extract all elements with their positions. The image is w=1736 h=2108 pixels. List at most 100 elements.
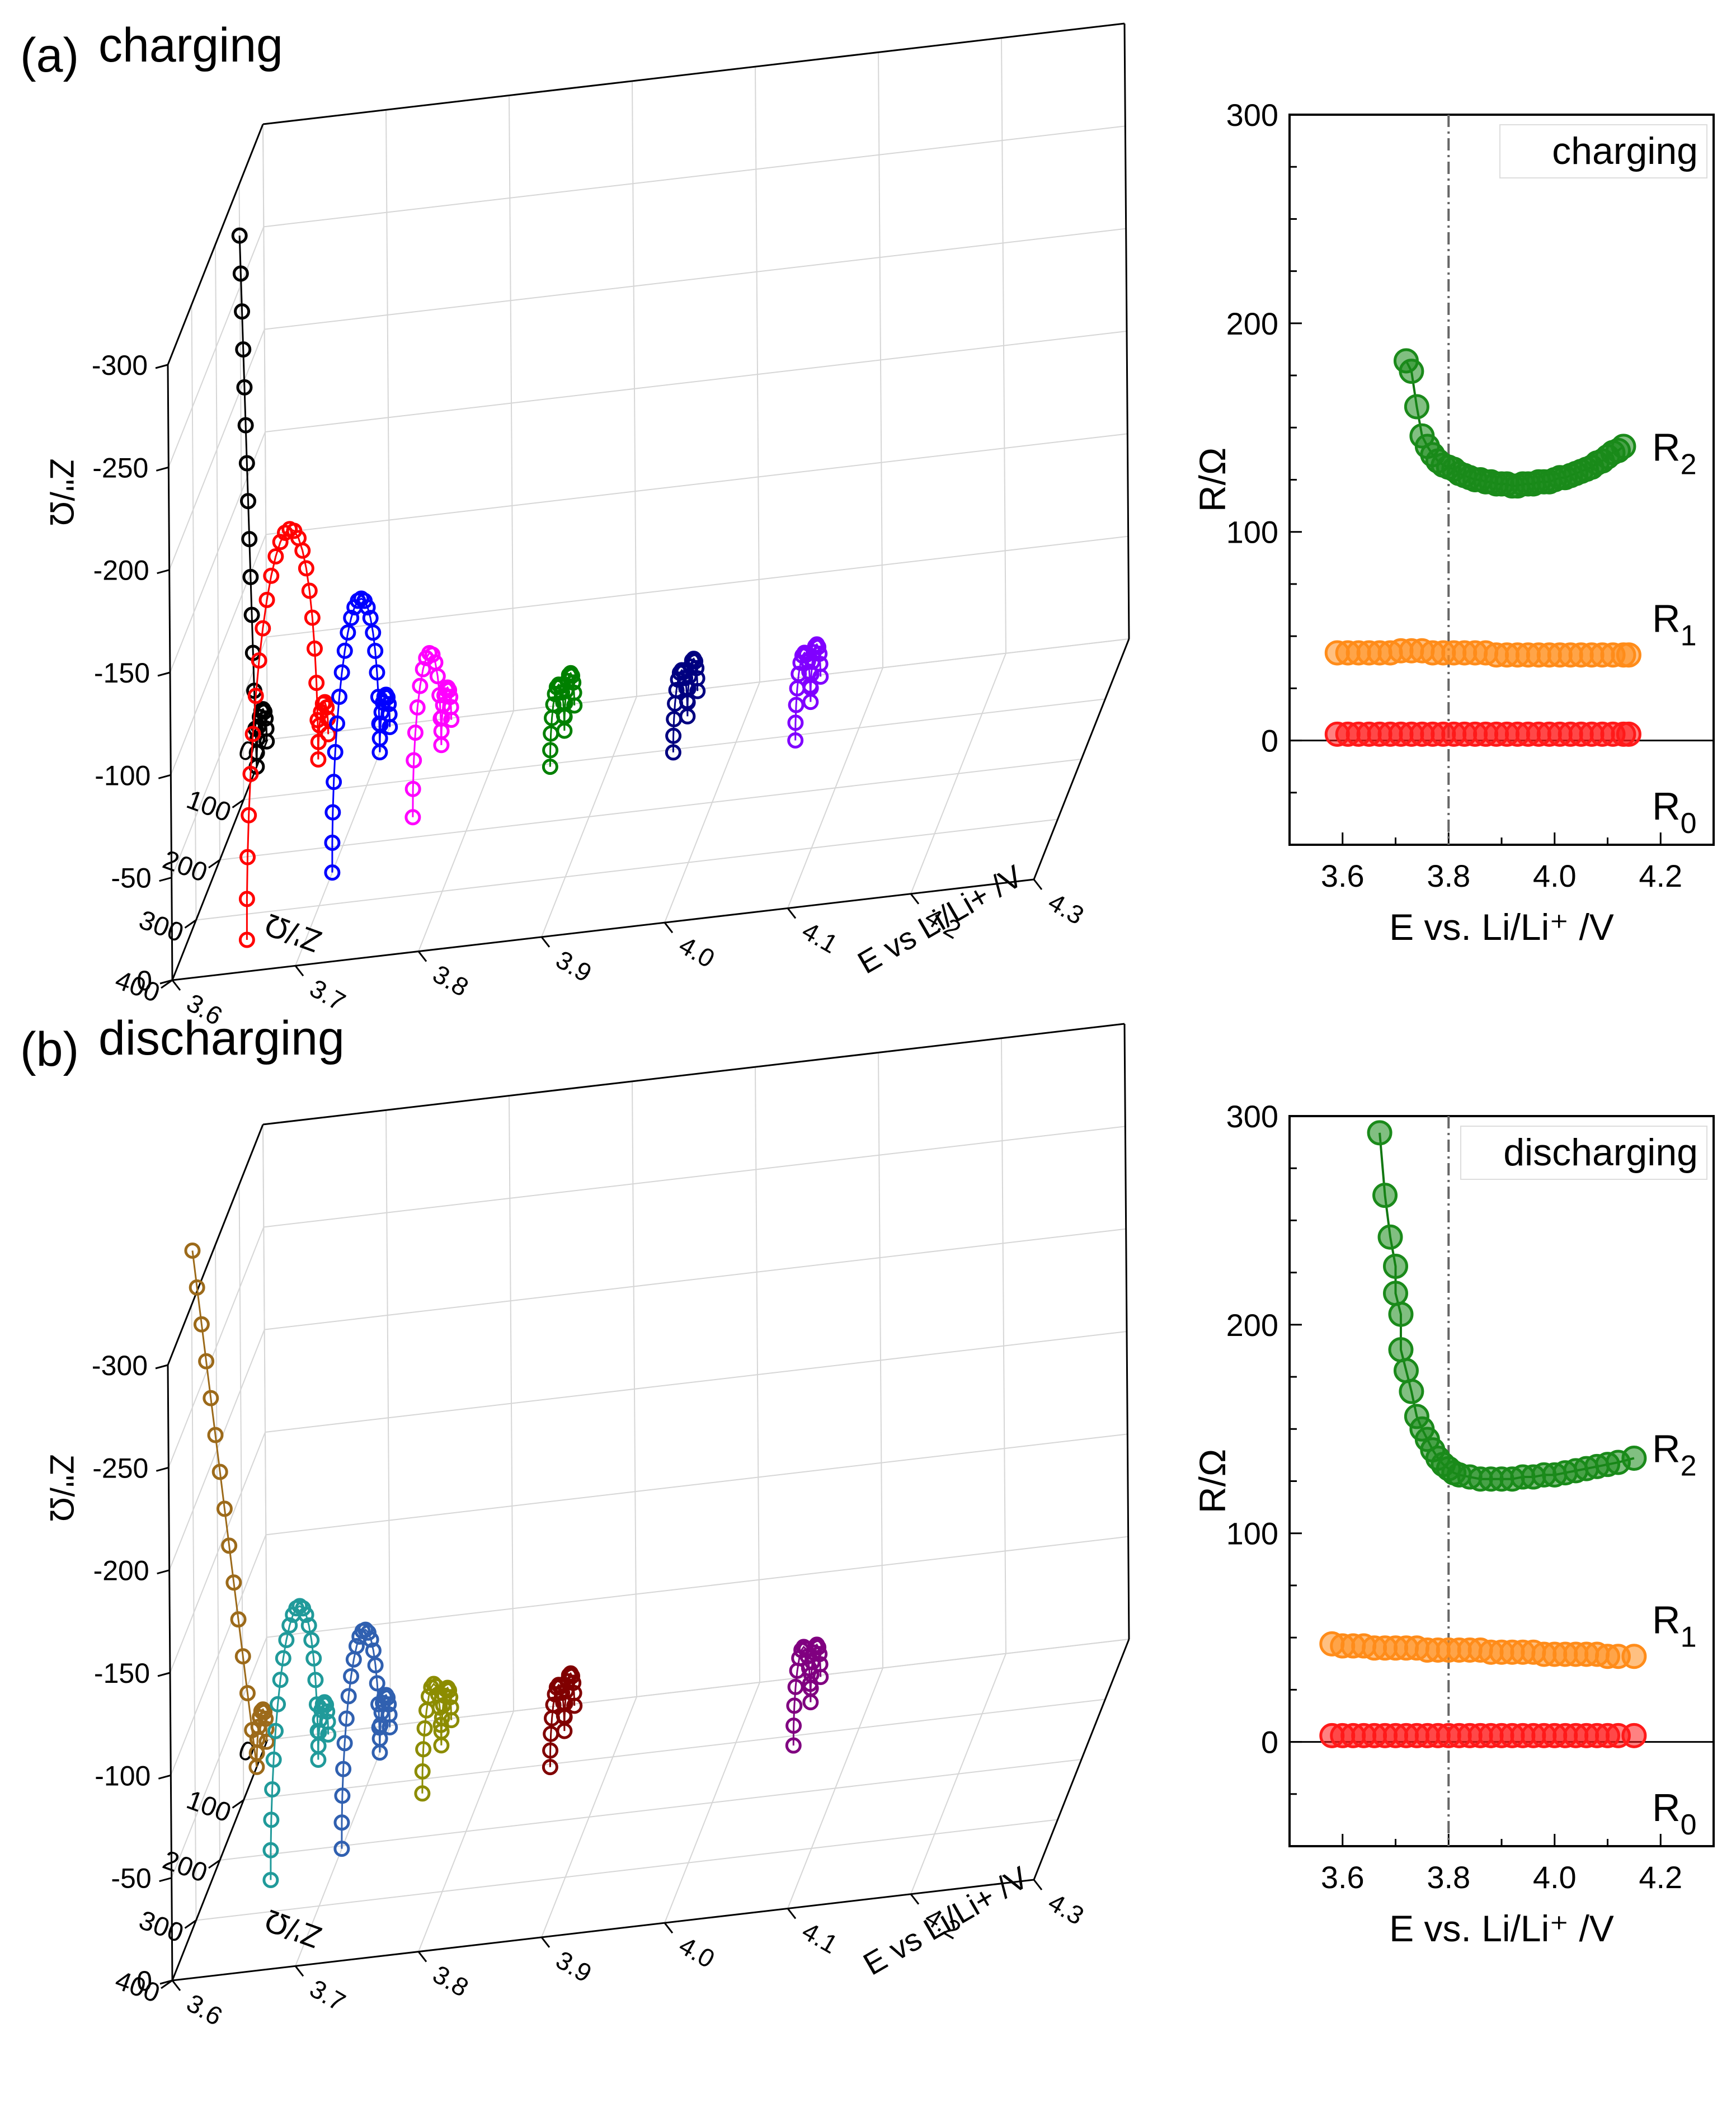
data-point — [232, 265, 249, 282]
y-tick-label: 200 — [1226, 306, 1278, 341]
data-point — [340, 624, 356, 641]
series-line — [331, 597, 391, 873]
data-point — [248, 1758, 265, 1775]
x-tick-label: 3.6 — [1321, 1860, 1365, 1895]
panel-a-label: (a) — [20, 29, 79, 82]
panel-b: (b) discharging 0 -50 -100 -150 -200 -250 -300… — [20, 1011, 1715, 2031]
series-r1 — [1319, 1631, 1647, 1669]
data-point — [345, 1651, 362, 1668]
data-point — [542, 1742, 559, 1759]
data-point — [542, 742, 559, 759]
data-point — [239, 1685, 256, 1702]
data-point — [1404, 394, 1429, 420]
axis-line — [167, 124, 264, 365]
nyquist-series — [787, 636, 829, 749]
series-r0 — [1324, 721, 1641, 747]
series-label-sub: 0 — [1681, 1809, 1697, 1841]
data-point — [365, 1642, 382, 1659]
data-point — [418, 1702, 435, 1719]
data-point — [198, 1353, 215, 1370]
series-line — [412, 652, 453, 817]
x-tick — [540, 1936, 551, 1948]
data-point — [414, 1785, 431, 1802]
data-point — [802, 694, 819, 710]
axis-line — [1123, 1023, 1130, 1640]
z-tick-label: -300 — [92, 350, 148, 381]
data-point — [258, 591, 275, 608]
series-label: R2 — [1652, 1427, 1696, 1483]
data-point — [308, 1696, 325, 1713]
series-label-base: R — [1652, 426, 1681, 469]
data-point — [265, 1751, 282, 1768]
grid — [167, 23, 1130, 981]
data-point — [678, 680, 695, 697]
grid-line — [196, 1819, 1058, 1921]
data-point — [308, 675, 325, 691]
data-point — [238, 931, 255, 948]
grid-line — [243, 698, 1105, 801]
data-point — [788, 697, 805, 713]
nyquist-series — [238, 521, 337, 948]
data-point — [432, 1716, 449, 1733]
data-point — [270, 1696, 286, 1712]
data-point — [298, 560, 314, 577]
chart-a-resistance: 0 100 200 300 3.6 3.8 4.0 4.2 E vs. Li/Li⁺ /V R/Ω… — [1192, 97, 1715, 948]
series-label: R0 — [1652, 1786, 1696, 1841]
z-tick-label: -300 — [92, 1350, 148, 1381]
axis-line — [262, 1023, 1125, 1126]
x-tick-label: 4.3 — [1043, 1888, 1089, 1931]
data-point — [802, 1676, 818, 1692]
nyquist-series — [542, 665, 583, 775]
data-point — [306, 640, 323, 657]
legend-box — [1460, 1126, 1707, 1180]
data-point — [547, 1686, 563, 1702]
grid-line — [171, 1637, 267, 1879]
plot-title: discharging — [1503, 1131, 1698, 1174]
grid-line — [264, 1126, 1126, 1228]
data-point — [665, 727, 682, 744]
chart-a-3d-nyquist: 0-50-100-150-200-250-300Z''/Ω01002003004… — [43, 22, 1130, 1031]
data-point — [789, 680, 806, 697]
grid-line — [266, 1433, 1128, 1536]
series-group — [184, 1242, 829, 1889]
x-tick-label: 3.8 — [428, 1959, 473, 2002]
data-point — [666, 711, 683, 728]
grid-line — [266, 535, 1128, 638]
data-point — [1611, 434, 1636, 459]
data-point — [334, 1787, 351, 1804]
series-r2 — [1367, 1120, 1647, 1492]
data-point — [338, 1710, 355, 1727]
data-point — [787, 732, 804, 749]
z-tick-label: -250 — [92, 1452, 148, 1484]
x-tick — [910, 893, 920, 905]
y-tick — [232, 799, 244, 808]
y-tick-label: 100 — [1226, 1516, 1278, 1551]
data-point — [544, 1710, 561, 1726]
y-tick-label: 200 — [159, 1845, 211, 1888]
data-point — [1367, 1120, 1392, 1146]
data-point — [247, 688, 264, 704]
data-point — [225, 1574, 242, 1591]
data-point — [336, 642, 353, 659]
x-tick — [787, 907, 797, 919]
data-point — [792, 655, 809, 671]
data-point — [369, 1675, 385, 1692]
grid-line — [264, 125, 1126, 228]
data-point — [665, 744, 681, 761]
chart-b-resistance: 0 100 200 300 3.6 3.8 4.0 4.2 E vs. Li/Li⁺ /V R/Ω… — [1192, 1099, 1715, 1949]
data-point — [381, 1706, 398, 1723]
y-tick-label: 300 — [135, 905, 187, 948]
data-point — [230, 1611, 247, 1628]
data-point — [423, 1679, 440, 1696]
y-tick-label: 200 — [159, 845, 211, 888]
chart-b-3d-nyquist: 0-50-100-150-200-250-300Z''/Ω01002003004… — [43, 1023, 1130, 2031]
series-label-sub: 1 — [1681, 1621, 1697, 1653]
data-point — [343, 1668, 360, 1684]
grid-line — [170, 1534, 267, 1776]
data-point — [272, 534, 289, 550]
series-label: R2 — [1652, 426, 1696, 481]
data-point — [801, 664, 818, 680]
z-tick-label: -50 — [111, 1863, 151, 1894]
data-point — [414, 1763, 431, 1780]
x-tick-label: 4.1 — [797, 916, 843, 959]
